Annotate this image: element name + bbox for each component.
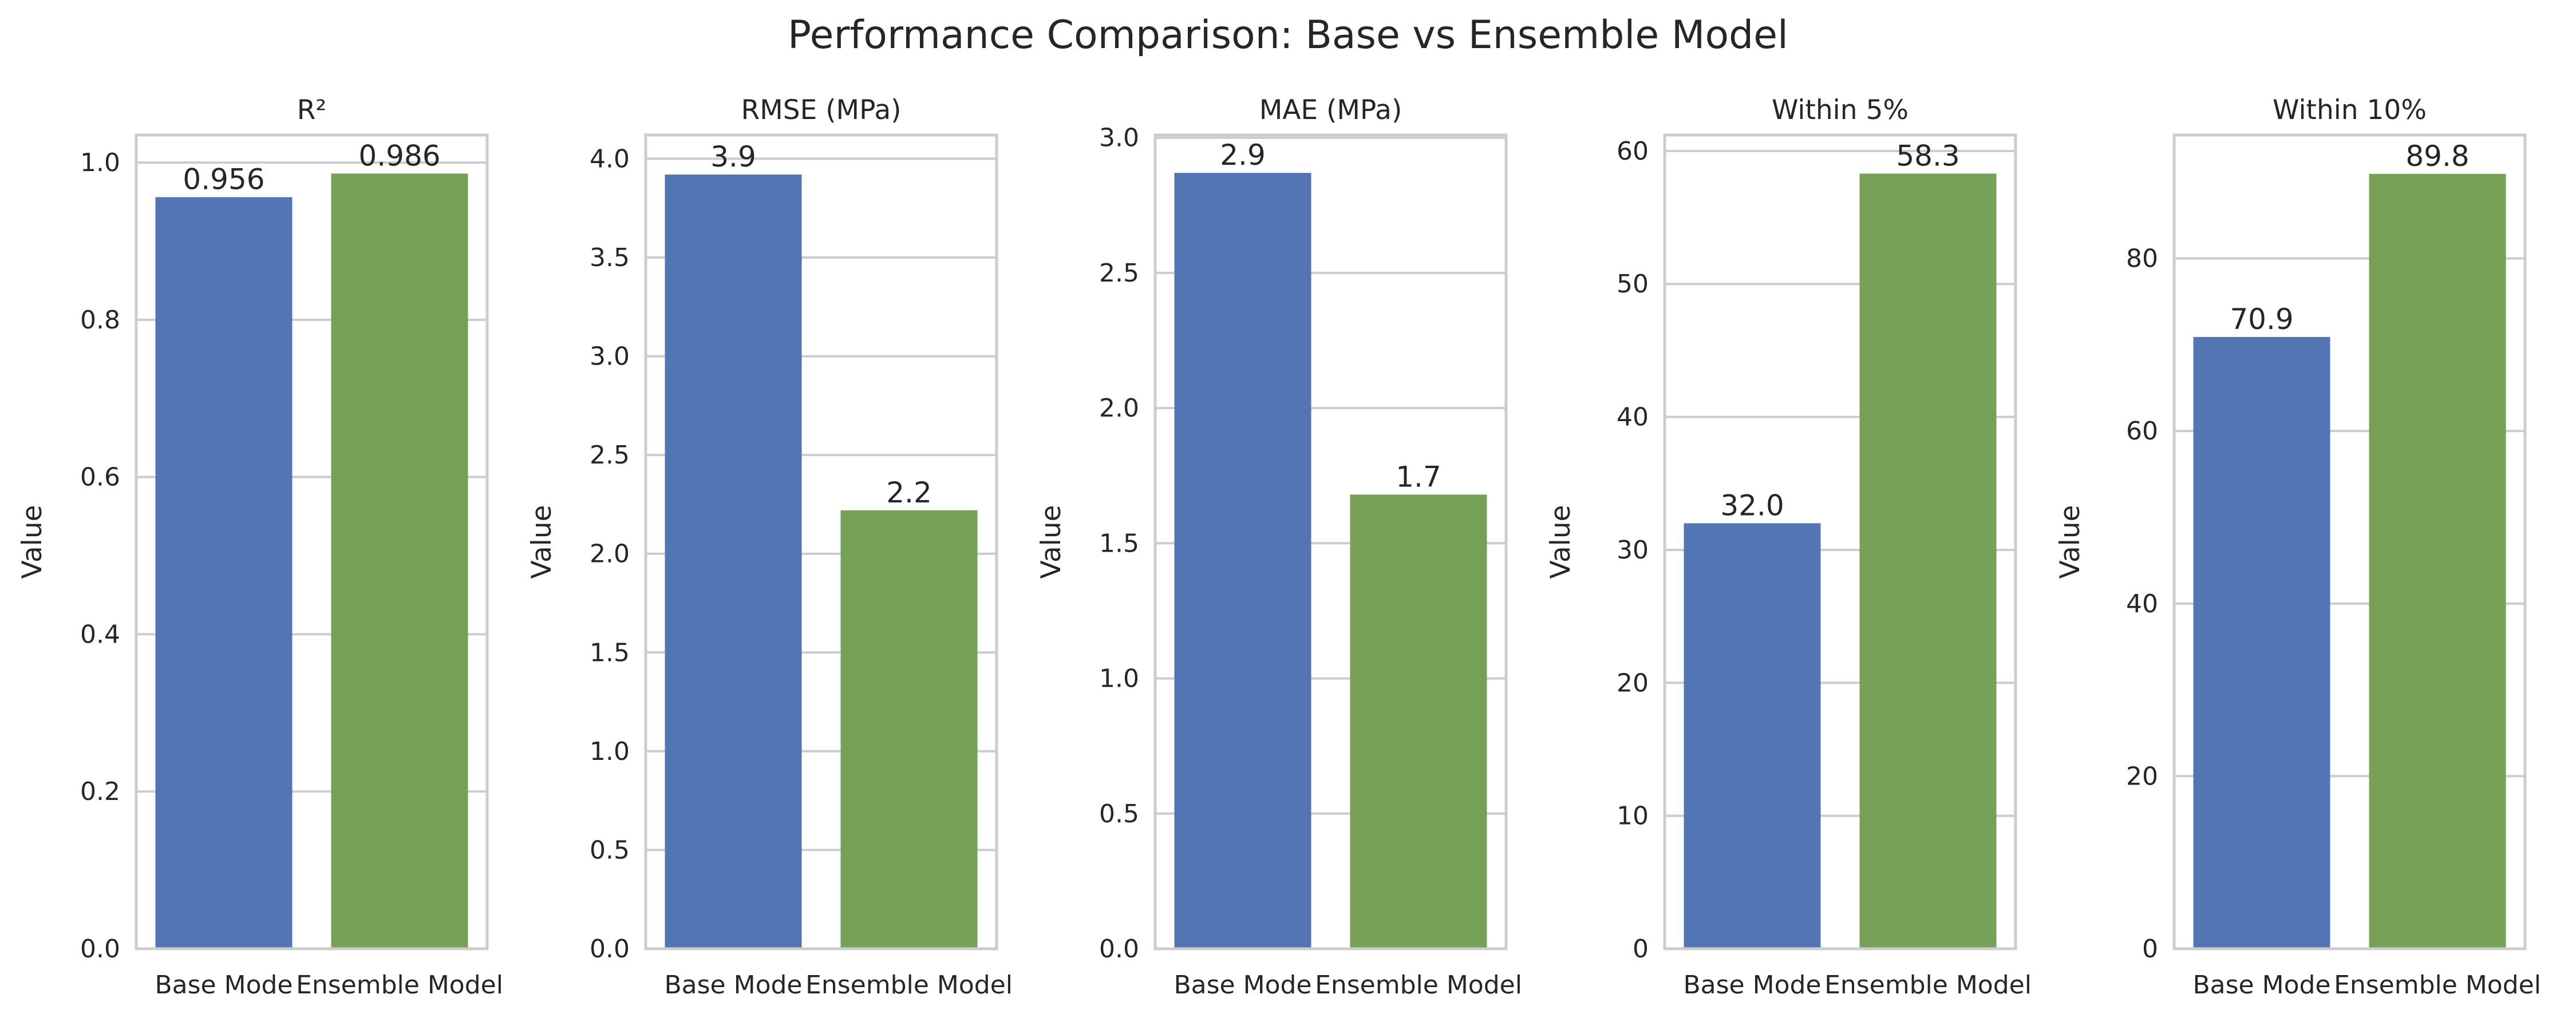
y-axis-label: Value bbox=[526, 505, 558, 579]
y-tick-label: 0.5 bbox=[1099, 799, 1139, 829]
y-tick-label: 1.0 bbox=[80, 148, 120, 177]
data-label: 0.956 bbox=[183, 163, 264, 196]
y-tick-label: 4.0 bbox=[590, 144, 630, 173]
data-label: 3.9 bbox=[710, 140, 756, 173]
y-tick-label: 1.5 bbox=[590, 638, 630, 667]
y-axis-label: Value bbox=[2055, 505, 2086, 579]
data-label: 58.3 bbox=[1896, 139, 1959, 172]
y-tick-label: 80 bbox=[2126, 244, 2158, 274]
y-tick-label: 60 bbox=[1617, 137, 1649, 166]
y-tick-label: 2.5 bbox=[590, 441, 630, 470]
y-tick-label: 40 bbox=[1617, 403, 1649, 432]
y-tick-label: 50 bbox=[1617, 270, 1649, 299]
y-tick-label: 1.5 bbox=[1099, 529, 1139, 558]
bar-base-model bbox=[1684, 523, 1821, 949]
x-tick-label: Ensemble Model bbox=[2334, 970, 2541, 1000]
plot-frame bbox=[644, 133, 998, 950]
data-label: 89.8 bbox=[2405, 140, 2469, 173]
y-axis-label: Value bbox=[17, 505, 48, 579]
y-tick-label: 10 bbox=[1617, 802, 1649, 831]
x-tick-label: Base Mode bbox=[664, 970, 802, 1000]
y-tick-label: 2.0 bbox=[1099, 394, 1139, 423]
plot-frame bbox=[135, 133, 489, 950]
y-tick-label: 0.5 bbox=[590, 835, 630, 865]
figure-title: Performance Comparison: Base vs Ensemble… bbox=[788, 13, 1788, 58]
y-tick-label: 0 bbox=[2142, 934, 2158, 964]
panel-title: MAE (MPa) bbox=[1259, 94, 1402, 126]
panel-title: Within 10% bbox=[2273, 94, 2427, 126]
bar-ensemble-model bbox=[2369, 173, 2506, 949]
y-tick-label: 3.0 bbox=[1099, 124, 1139, 153]
chart-panel-1: 0.956 0.986 0.0 0.2 0.4 0.6 0.8 1.0 Base Mode Ens… bbox=[17, 94, 503, 1000]
y-tick-label: 40 bbox=[2126, 589, 2158, 619]
data-label: 70.9 bbox=[2230, 303, 2293, 336]
y-tick-label: 0.2 bbox=[80, 777, 120, 806]
y-tick-label: 20 bbox=[2126, 762, 2158, 791]
y-tick-label: 0.8 bbox=[80, 306, 120, 335]
chart-panel-3: 2.9 1.7 0.0 0.5 1.0 1.5 2.0 2.5 3.0 Base Mode Ense… bbox=[1036, 94, 1522, 1000]
y-tick-label: 1.0 bbox=[590, 737, 630, 766]
x-tick-label: Ensemble Model bbox=[1824, 970, 2032, 1000]
y-tick-label: 20 bbox=[1617, 668, 1649, 698]
bar-base-model bbox=[1174, 173, 1311, 949]
data-label: 0.986 bbox=[358, 139, 440, 172]
bar-base-model bbox=[155, 197, 293, 949]
plot-frame bbox=[2172, 133, 2527, 950]
plot-frame bbox=[1153, 133, 1508, 950]
y-tick-label: 0.6 bbox=[80, 463, 120, 492]
y-tick-label: 0.0 bbox=[80, 934, 120, 964]
bar-ensemble-model bbox=[331, 173, 468, 949]
y-tick-label: 30 bbox=[1617, 536, 1649, 565]
y-tick-label: 0 bbox=[1633, 934, 1649, 964]
plot-frame bbox=[1663, 133, 2017, 950]
panel-title: Within 5% bbox=[1772, 94, 1909, 126]
x-tick-label: Ensemble Model bbox=[805, 970, 1013, 1000]
panel-title: R² bbox=[297, 94, 327, 126]
bar-ensemble-model bbox=[840, 510, 978, 949]
y-tick-label: 3.5 bbox=[590, 243, 630, 272]
x-tick-label: Base Mode bbox=[1683, 970, 1821, 1000]
data-label: 1.7 bbox=[1396, 460, 1441, 493]
x-tick-label: Base Mode bbox=[1174, 970, 1311, 1000]
x-tick-label: Base Mode bbox=[2192, 970, 2330, 1000]
bar-ensemble-model bbox=[1859, 173, 1997, 949]
y-tick-label: 0.4 bbox=[80, 620, 120, 649]
y-tick-label: 0.0 bbox=[1099, 934, 1139, 964]
chart-panel-5: 70.9 89.8 0 20 40 60 80 Base Mode Ensemble Model… bbox=[2055, 94, 2541, 1000]
data-label: 2.9 bbox=[1220, 138, 1266, 172]
y-axis-label: Value bbox=[1036, 505, 1067, 579]
y-axis-label: Value bbox=[1545, 505, 1577, 579]
y-tick-label: 2.5 bbox=[1099, 259, 1139, 288]
y-tick-label: 60 bbox=[2126, 417, 2158, 446]
y-tick-label: 1.0 bbox=[1099, 664, 1139, 694]
y-tick-label: 3.0 bbox=[590, 342, 630, 371]
panel-title: RMSE (MPa) bbox=[741, 94, 902, 126]
bar-ensemble-model bbox=[1350, 494, 1487, 949]
chart-panel-2: 3.9 2.2 0.0 0.5 1.0 1.5 2.0 2.5 3.0 3.5 4.0 Base Mo… bbox=[526, 94, 1013, 1000]
data-label: 2.2 bbox=[886, 476, 932, 509]
chart-panel-4: 32.0 58.3 0 10 20 30 40 50 60 Base Mode Ensemble M… bbox=[1545, 94, 2032, 1000]
x-tick-label: Base Mode bbox=[155, 970, 293, 1000]
data-label: 32.0 bbox=[1720, 489, 1784, 522]
y-tick-label: 2.0 bbox=[590, 540, 630, 569]
x-tick-label: Ensemble Model bbox=[296, 970, 503, 1000]
bar-base-model bbox=[665, 175, 802, 949]
y-tick-label: 0.0 bbox=[590, 934, 630, 964]
bar-base-model bbox=[2193, 336, 2330, 949]
x-tick-label: Ensemble Model bbox=[1315, 970, 1522, 1000]
